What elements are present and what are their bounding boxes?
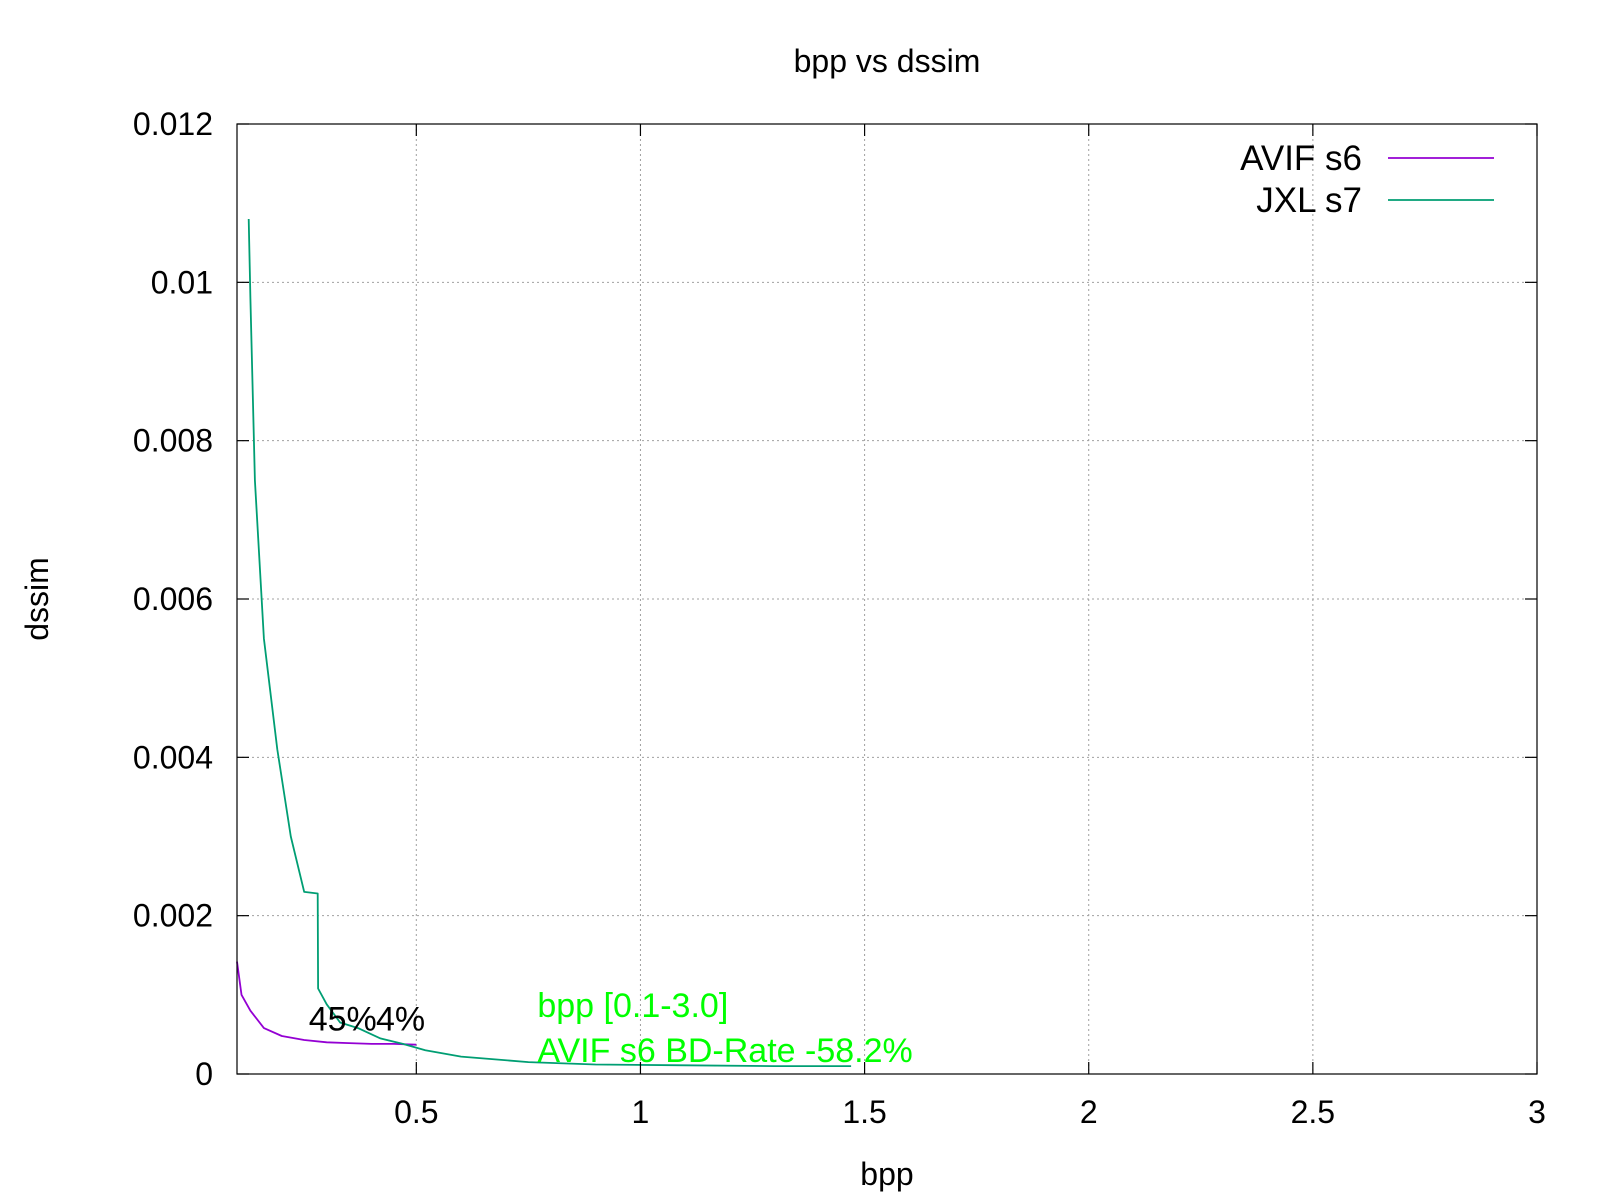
annotation-label: 45% xyxy=(309,1000,377,1038)
y-tick-label: 0 xyxy=(195,1056,213,1092)
x-tick-label: 1 xyxy=(632,1094,650,1130)
axis-ticks: 0 0.002 0.004 0.006 0.008 0.01 0.012 0.5 1 1.5 2 2.… xyxy=(133,106,1546,1130)
y-axis-label: dssim xyxy=(19,557,55,641)
x-axis-label: bpp xyxy=(860,1156,913,1192)
y-tick-label: 0.01 xyxy=(151,264,213,300)
chart-title: bpp vs dssim xyxy=(794,43,981,79)
y-tick-label: 0.006 xyxy=(133,581,213,617)
x-tick-label: 3 xyxy=(1528,1094,1546,1130)
legend-label: AVIF s6 xyxy=(1240,139,1362,178)
y-tick-label: 0.002 xyxy=(133,898,213,934)
x-tick-label: 2.5 xyxy=(1291,1094,1335,1130)
y-tick-label: 0.004 xyxy=(133,739,213,775)
legend-label: JXL s7 xyxy=(1256,181,1362,220)
x-tick-label: 0.5 xyxy=(394,1094,438,1130)
annotation-label: 4% xyxy=(376,1000,425,1038)
y-tick-label: 0.012 xyxy=(133,106,213,142)
x-tick-label: 1.5 xyxy=(842,1094,886,1130)
chart-annotations: 45% 4% bpp [0.1-3.0] AVIF s6 BD-Rate -58.2% xyxy=(309,987,913,1070)
x-tick-label: 2 xyxy=(1080,1094,1098,1130)
series-line-jxl-s7 xyxy=(247,218,852,1067)
series-lines xyxy=(236,218,852,1067)
y-tick-label: 0.008 xyxy=(133,423,213,459)
series-line-avif-s6 xyxy=(236,961,417,1046)
annotation-label: bpp [0.1-3.0] xyxy=(537,987,728,1025)
annotation-label: AVIF s6 BD-Rate -58.2% xyxy=(537,1032,912,1070)
grid-lines xyxy=(237,124,1537,1074)
